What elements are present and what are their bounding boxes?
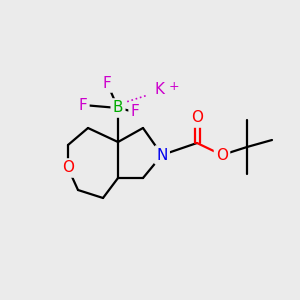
Text: +: + [169,80,179,94]
Text: N: N [156,148,168,163]
Text: O: O [216,148,228,163]
Text: B: B [113,100,123,116]
Text: F: F [79,98,87,112]
Text: F: F [103,76,111,91]
Text: O: O [62,160,74,175]
Text: O: O [191,110,203,125]
Text: K: K [155,82,165,98]
Text: F: F [130,104,140,119]
